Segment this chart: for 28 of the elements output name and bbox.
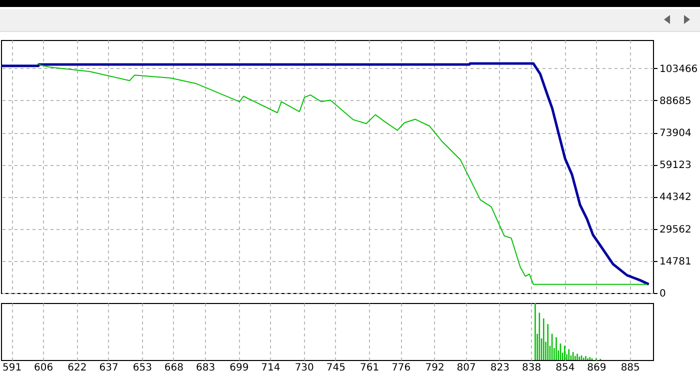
x-tick-label: 838 <box>522 362 542 372</box>
x-tick-label: 683 <box>196 362 216 372</box>
y-tick-label: 29562 <box>660 224 692 236</box>
x-tick-label: 622 <box>68 362 87 372</box>
y-tick-label: 59123 <box>660 160 692 172</box>
x-tick-label: 714 <box>261 362 280 372</box>
x-tick-label: 591 <box>2 362 22 372</box>
x-tick-label: 885 <box>620 362 640 372</box>
x-tick-label: 869 <box>587 362 606 372</box>
x-tick-label: 745 <box>326 362 346 372</box>
x-tick-label: 854 <box>556 362 575 372</box>
x-tick-label: 823 <box>490 362 510 372</box>
x-tick-label: 637 <box>99 362 118 372</box>
x-tick-label: 668 <box>164 362 184 372</box>
x-tick-label: 730 <box>294 362 314 372</box>
y-tick-label: 88685 <box>660 96 692 107</box>
x-tick-label: 699 <box>230 362 249 372</box>
x-tick-label: 653 <box>132 362 152 372</box>
y-tick-label: 0 <box>660 288 666 300</box>
y-tick-label: 44342 <box>660 192 692 204</box>
x-tick-label: 606 <box>34 362 54 372</box>
y-tick-label: 73904 <box>660 128 692 140</box>
y-tick-label: 14781 <box>660 256 692 268</box>
y-tick-label: 103466 <box>660 64 698 75</box>
x-tick-label: 792 <box>425 362 444 372</box>
x-tick-label: 761 <box>360 362 380 372</box>
x-tick-label: 776 <box>392 362 411 372</box>
x-tick-label: 807 <box>456 362 476 372</box>
